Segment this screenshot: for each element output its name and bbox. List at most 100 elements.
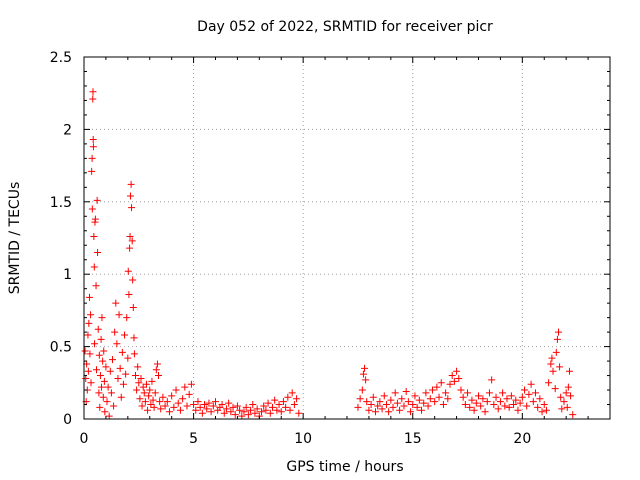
data-point [92, 366, 100, 374]
data-point [444, 395, 452, 403]
data-point [132, 372, 140, 380]
data-point [129, 304, 137, 312]
data-point [190, 401, 198, 409]
data-point [165, 408, 173, 416]
data-point [130, 334, 138, 342]
data-point [231, 411, 239, 419]
data-point [233, 402, 241, 410]
data-point [475, 392, 482, 400]
y-tick-label: 2.5 [50, 50, 72, 66]
data-point [266, 409, 274, 417]
data-point [411, 392, 419, 400]
data-point [148, 377, 156, 385]
data-point [212, 398, 219, 406]
data-point [155, 372, 163, 380]
data-point [275, 401, 283, 409]
data-point [117, 393, 125, 401]
data-point [433, 383, 441, 391]
data-point [258, 408, 266, 416]
data-point [431, 398, 439, 406]
data-point [554, 328, 562, 336]
data-point [277, 408, 285, 416]
data-point [363, 398, 371, 406]
data-point [461, 401, 469, 409]
data-point [84, 367, 92, 375]
y-tick-label: 1 [63, 267, 72, 283]
data-point [98, 314, 106, 322]
data-point [499, 389, 507, 397]
data-point [107, 389, 115, 397]
data-point [407, 408, 415, 416]
data-point [172, 386, 180, 394]
data-point [101, 408, 109, 416]
data-point [146, 386, 154, 394]
data-point [507, 392, 515, 400]
data-point [225, 399, 233, 407]
data-point [264, 399, 272, 407]
data-point [152, 366, 160, 374]
x-tick-label: 20 [513, 431, 531, 447]
data-point [279, 398, 287, 406]
data-point [128, 204, 136, 212]
data-point [404, 398, 412, 406]
data-point [102, 363, 110, 371]
data-point [455, 374, 463, 382]
data-point [144, 406, 152, 414]
data-point [361, 364, 369, 372]
data-point [133, 386, 141, 394]
data-point [516, 399, 524, 407]
data-point [488, 376, 496, 384]
data-point [505, 403, 513, 411]
data-point [103, 398, 111, 406]
data-point [380, 392, 388, 400]
data-point [92, 282, 100, 290]
data-point [251, 409, 259, 417]
data-point [567, 392, 575, 400]
data-point [290, 401, 298, 409]
data-point [87, 311, 95, 319]
data-point [446, 380, 454, 388]
data-point [88, 205, 96, 213]
data-point [512, 396, 520, 404]
data-point [88, 167, 96, 175]
data-point [387, 396, 395, 404]
data-point [121, 331, 129, 339]
data-point [464, 389, 472, 397]
data-point [398, 395, 406, 403]
data-point [249, 401, 257, 409]
data-point [91, 215, 99, 223]
data-point [100, 347, 108, 355]
data-point [385, 408, 393, 416]
data-point [514, 406, 522, 414]
data-point [106, 367, 114, 375]
data-point [496, 398, 504, 406]
data-point [282, 403, 290, 411]
data-point [457, 386, 465, 394]
data-point [268, 403, 276, 411]
data-point [553, 335, 561, 343]
data-point [400, 402, 408, 410]
data-point [130, 350, 138, 358]
data-point [435, 393, 443, 401]
data-point [89, 88, 97, 96]
data-point [428, 386, 436, 394]
data-point [242, 403, 250, 411]
data-point [145, 392, 153, 400]
data-point [549, 367, 557, 375]
data-point [181, 383, 189, 391]
data-point [168, 392, 176, 400]
data-point [426, 395, 434, 403]
y-tick-label: 0.5 [50, 340, 72, 356]
grid-lines [84, 57, 610, 419]
data-point [359, 370, 367, 378]
data-point [494, 405, 502, 413]
data-point [229, 403, 237, 411]
data-point [540, 401, 548, 409]
data-point [557, 393, 565, 401]
data-point [525, 390, 533, 398]
data-point [88, 154, 96, 162]
data-point [207, 408, 215, 416]
data-point [89, 95, 97, 103]
data-point [569, 411, 577, 419]
